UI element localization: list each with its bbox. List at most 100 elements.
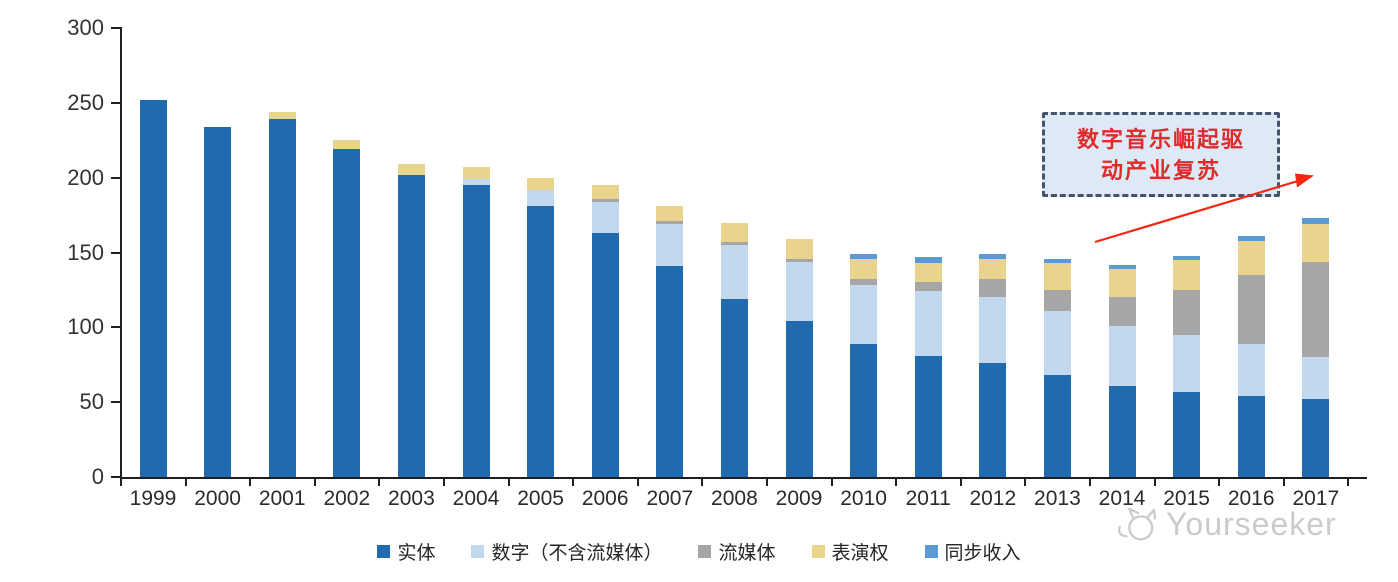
bar-segment-performance-rights (1173, 260, 1201, 290)
bar-segment-sync (1237, 236, 1265, 241)
x-tick-mark (249, 479, 252, 486)
bar-segment-physical (720, 298, 748, 477)
x-axis-label-2003: 2003 (388, 487, 435, 510)
bar-column-2003 (397, 164, 425, 477)
bar-segment-streaming (850, 279, 878, 286)
bar-segment-sync (1173, 255, 1201, 261)
bar-segment-physical (397, 174, 425, 477)
bar-column-2009 (785, 239, 813, 477)
legend: 实体 数字（不含流媒体） 流媒体 表演权 同步收入 (0, 538, 1398, 565)
bar-segment-physical (268, 119, 296, 477)
y-tick-mark (111, 326, 120, 329)
x-axis-label-2017: 2017 (1292, 487, 1340, 510)
x-axis-label-2000: 2000 (194, 487, 241, 510)
x-axis-label-2009: 2009 (775, 487, 823, 510)
bar-segment-streaming (591, 198, 619, 202)
bar-column-2008 (720, 222, 748, 477)
legend-item-digital-ex-streaming: 数字（不含流媒体） (471, 538, 662, 565)
x-tick-mark (701, 479, 704, 486)
x-axis-label-2005: 2005 (517, 487, 564, 510)
legend-item-sync: 同步收入 (924, 538, 1021, 565)
x-tick-mark (1089, 479, 1091, 486)
bar-column-2005 (527, 177, 555, 477)
x-tick-mark (572, 479, 575, 486)
bar-segment-performance-rights (1043, 263, 1071, 290)
x-tick-mark (636, 479, 639, 486)
bar-segment-performance-rights (850, 258, 878, 280)
bar-column-1999 (139, 99, 167, 477)
bar-segment-physical (1173, 391, 1201, 477)
bar-segment-physical (333, 149, 361, 477)
bar-segment-performance-rights (979, 258, 1007, 280)
bar-segment-digital-ex-streaming (1237, 343, 1265, 397)
bar-segment-performance-rights (1302, 224, 1330, 262)
bar-segment-digital-ex-streaming (720, 245, 748, 299)
y-tick-mark (111, 251, 120, 254)
bar-column-2016 (1237, 236, 1265, 477)
bar-segment-performance-rights (333, 140, 361, 150)
bar-segment-digital-ex-streaming (1302, 357, 1330, 400)
bar-segment-sync (850, 254, 878, 259)
x-axis-label-2015: 2015 (1163, 487, 1210, 510)
x-axis-label-2006: 2006 (581, 487, 629, 510)
bar-segment-performance-rights (1237, 240, 1265, 275)
y-tick-mark (111, 101, 120, 104)
bar-segment-streaming (1302, 261, 1330, 358)
bar-column-2001 (268, 111, 296, 477)
bar-segment-physical (1108, 385, 1136, 477)
legend-swatch (471, 545, 485, 558)
y-tick-mark (111, 476, 120, 478)
bar-segment-sync (914, 257, 942, 264)
bar-column-2011 (914, 257, 942, 477)
legend-item-physical: 实体 (377, 538, 435, 565)
bar-segment-performance-rights (656, 206, 684, 222)
x-axis-label-2013: 2013 (1034, 487, 1081, 510)
bar-column-2013 (1043, 258, 1071, 477)
x-axis-label-2001: 2001 (258, 487, 306, 510)
bar-segment-streaming (720, 242, 748, 246)
bar-segment-streaming (1237, 274, 1265, 344)
x-axis-line (120, 477, 1367, 479)
y-tick-label: 100 (67, 314, 104, 340)
bar-segment-digital-ex-streaming (785, 261, 813, 322)
x-axis-label-2010: 2010 (840, 487, 887, 510)
bar-segment-streaming (785, 258, 813, 262)
bar-segment-digital-ex-streaming (850, 285, 878, 344)
bar-segment-physical (1302, 399, 1330, 477)
bar-segment-performance-rights (914, 263, 942, 283)
bar-column-2004 (462, 167, 490, 477)
bar-segment-performance-rights (785, 239, 813, 259)
y-tick-label: 200 (67, 164, 104, 190)
x-tick-mark (1153, 479, 1156, 486)
x-tick-mark (443, 479, 445, 486)
x-axis-label-2007: 2007 (646, 487, 694, 510)
annotation-box: 数字音乐崛起驱 动产业复苏 (1042, 112, 1280, 197)
x-tick-mark (895, 479, 898, 486)
x-tick-mark (1024, 479, 1027, 486)
y-tick-label: 0 (91, 464, 104, 489)
legend-label: 数字（不含流媒体） (491, 543, 663, 564)
x-axis-label-2014: 2014 (1098, 487, 1146, 510)
y-tick-label: 150 (67, 239, 104, 265)
legend-label: 实体 (397, 543, 436, 564)
legend-item-performance-rights: 表演权 (811, 538, 889, 565)
bar-segment-digital-ex-streaming (527, 189, 555, 207)
x-tick-mark (1218, 479, 1221, 486)
y-tick-label: 50 (79, 389, 104, 415)
legend-label: 流媒体 (718, 543, 776, 564)
annotation-arrow-icon (1094, 173, 1314, 244)
bar-segment-performance-rights (720, 222, 748, 243)
bar-segment-sync (1302, 218, 1330, 225)
x-axis-label-2011: 2011 (905, 487, 951, 510)
bar-column-2002 (333, 140, 361, 477)
bar-segment-digital-ex-streaming (1108, 325, 1136, 386)
bar-column-2014 (1108, 264, 1136, 477)
bar-segment-physical (204, 126, 232, 477)
legend-swatch (698, 545, 712, 558)
bar-segment-digital-ex-streaming (1043, 310, 1071, 376)
legend-swatch (811, 545, 825, 558)
watermark: Yourseeker (1112, 504, 1337, 544)
bar-segment-physical (139, 99, 167, 477)
annotation-text-line1: 数字音乐崛起驱 (1076, 126, 1245, 152)
bar-segment-streaming (1043, 289, 1071, 311)
